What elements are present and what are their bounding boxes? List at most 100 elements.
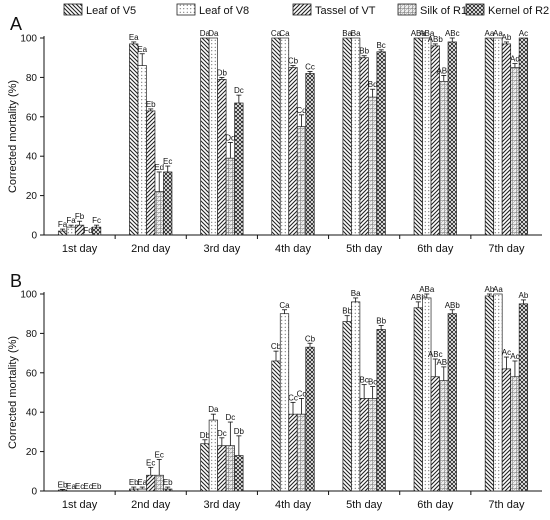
bar-kernel-of-r2-2nd-day [163, 171, 173, 236]
panel-a: A 0 20 40 60 80 100 Corrected mortality (%) 1st … [7, 14, 542, 255]
x-tick-label: 4th day [275, 499, 312, 511]
significance-label: Db [200, 431, 211, 440]
significance-label: Cc [305, 62, 315, 71]
legend-swatch [63, 3, 83, 16]
significance-label: Db [217, 68, 228, 77]
significance-label: ABc [436, 66, 451, 75]
bar-tassel-of-vt-7th-day [501, 368, 512, 492]
bar-leaf-of-v8-1st-day [66, 226, 76, 236]
x-tick-label: 7th day [488, 499, 525, 511]
significance-label: Dc [225, 413, 235, 422]
significance-label: Eb [163, 478, 173, 487]
bar-silk-of-r1-6th-day [439, 380, 449, 492]
bar-leaf-of-v8-6th-day [422, 297, 432, 492]
panel-label: B [10, 271, 22, 291]
legend: Leaf of V5 Leaf of V8 Tassel of VT Silk of … [63, 3, 549, 17]
significance-label: ABa [419, 29, 435, 38]
significance-label: Ab [485, 285, 495, 294]
legend-label: Kernel of R2 [488, 5, 549, 17]
significance-label: Ca [271, 29, 282, 38]
bar-kernel-of-r2-6th-day [447, 41, 457, 236]
significance-label: Eb [58, 480, 68, 489]
bar-silk-of-r1-6th-day [439, 80, 449, 236]
bar-kernel-of-r2-3rd-day [234, 455, 244, 492]
bar-tassel-of-vt-3rd-day [217, 445, 227, 492]
y-tick-label: 60 [26, 368, 38, 379]
significance-label: Ea [137, 45, 147, 54]
bar-leaf-of-v5-3rd-day [200, 443, 210, 492]
bar-silk-of-r1-4th-day [296, 413, 307, 492]
bar-silk-of-r1-3rd-day [225, 157, 235, 236]
bar-leaf-of-v5-5th-day [342, 321, 352, 492]
y-tick-label: 60 [26, 112, 38, 123]
significance-label: Ec [163, 157, 172, 166]
significance-label: Ac [510, 352, 519, 361]
legend-entry-leaf-of-v5: Leaf of V5 [63, 3, 136, 17]
x-tick-label: 5th day [346, 243, 383, 255]
significance-label: Cc [288, 393, 298, 402]
bar-leaf-of-v5-7th-day [484, 37, 495, 236]
significance-label: Da [208, 405, 219, 414]
bar-leaf-of-v8-5th-day [351, 37, 361, 236]
bar-tassel-of-vt-2nd-day [146, 110, 156, 236]
significance-label: Bc [376, 41, 385, 50]
bar-tassel-of-vt-6th-day [430, 376, 440, 492]
legend-label: Leaf of V5 [86, 5, 136, 17]
bar-tassel-of-vt-4th-day [288, 67, 298, 236]
bar-leaf-of-v5-7th-day [484, 295, 495, 492]
bar-tassel-of-vt-7th-day [501, 43, 512, 236]
bar-kernel-of-r2-2nd-day [163, 488, 173, 492]
bar-tassel-of-vt-3rd-day [217, 79, 227, 236]
significance-label: Ed [154, 163, 164, 172]
significance-label: Fb [75, 212, 85, 221]
bar-kernel-of-r2-6th-day [447, 313, 457, 492]
bar-leaf-of-v5-2nd-day [129, 43, 139, 236]
significance-label: ABc [445, 29, 460, 38]
significance-label: Cb [271, 342, 282, 351]
bar-kernel-of-r2-5th-day [376, 329, 386, 492]
panel-label: A [10, 14, 22, 34]
y-axis-label: Corrected mortality (%) [7, 80, 19, 193]
significance-label: Ec [146, 458, 155, 467]
significance-label: Ea [66, 482, 76, 491]
significance-label: Eb [92, 482, 102, 491]
significance-label: Da [208, 29, 219, 38]
y-tick-label: 40 [26, 152, 38, 163]
significance-label: Bc [368, 378, 377, 387]
x-tick-label: 1st day [62, 499, 98, 511]
bar-leaf-of-v5-3rd-day [200, 37, 210, 236]
significance-label: Aa [485, 29, 495, 38]
bar-leaf-of-v8-4th-day [279, 37, 290, 236]
legend-entry-tassel-of-vt: Tassel of VT [292, 3, 376, 17]
bar-silk-of-r1-7th-day [510, 376, 520, 492]
significance-label: Db [234, 427, 245, 436]
bar-leaf-of-v8-6th-day [422, 37, 432, 236]
significance-label: Bb [359, 47, 369, 56]
bar-silk-of-r1-5th-day [368, 96, 378, 236]
significance-label: Ca [279, 29, 290, 38]
bar-kernel-of-r2-3rd-day [234, 102, 244, 236]
y-axis-label: Corrected mortality (%) [7, 336, 19, 449]
significance-label: Fa [66, 216, 76, 225]
significance-label: ABa [411, 29, 427, 38]
legend-entry-silk-of-r1: Silk of R1 [397, 3, 467, 17]
significance-label: Fc [92, 216, 101, 225]
significance-label: Ab [519, 291, 529, 300]
significance-label: Ea [137, 478, 147, 487]
significance-label: Dc [217, 429, 227, 438]
bar-leaf-of-v5-5th-day [342, 37, 352, 236]
y-tick-label: 20 [26, 447, 38, 458]
legend-label: Silk of R1 [420, 5, 467, 17]
x-tick-label: 4th day [275, 243, 312, 255]
x-tick-label: 6th day [417, 243, 454, 255]
significance-label: Ba [351, 29, 361, 38]
bar-leaf-of-v5-2nd-day [129, 488, 139, 492]
bar-leaf-of-v8-2nd-day [137, 65, 147, 236]
y-tick-label: 100 [20, 290, 37, 301]
y-tick-label: 100 [20, 34, 37, 45]
x-tick-label: 6th day [417, 499, 454, 511]
significance-label: Dc [234, 86, 244, 95]
significance-label: Bb [342, 307, 352, 316]
x-tick-label: 3rd day [204, 243, 241, 255]
significance-label: Ac [502, 348, 511, 357]
